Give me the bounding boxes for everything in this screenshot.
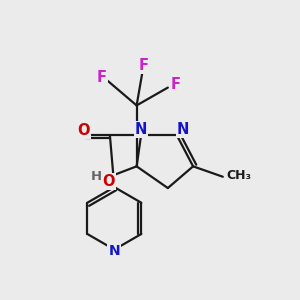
Text: O: O: [77, 123, 89, 138]
Text: O: O: [103, 174, 115, 189]
Text: N: N: [135, 122, 147, 137]
Text: F: F: [138, 58, 148, 73]
Text: F: F: [170, 77, 180, 92]
Text: N: N: [177, 122, 190, 137]
Text: H: H: [90, 170, 101, 183]
Text: N: N: [109, 244, 120, 258]
Text: CH₃: CH₃: [226, 169, 251, 182]
Text: F: F: [97, 70, 106, 85]
